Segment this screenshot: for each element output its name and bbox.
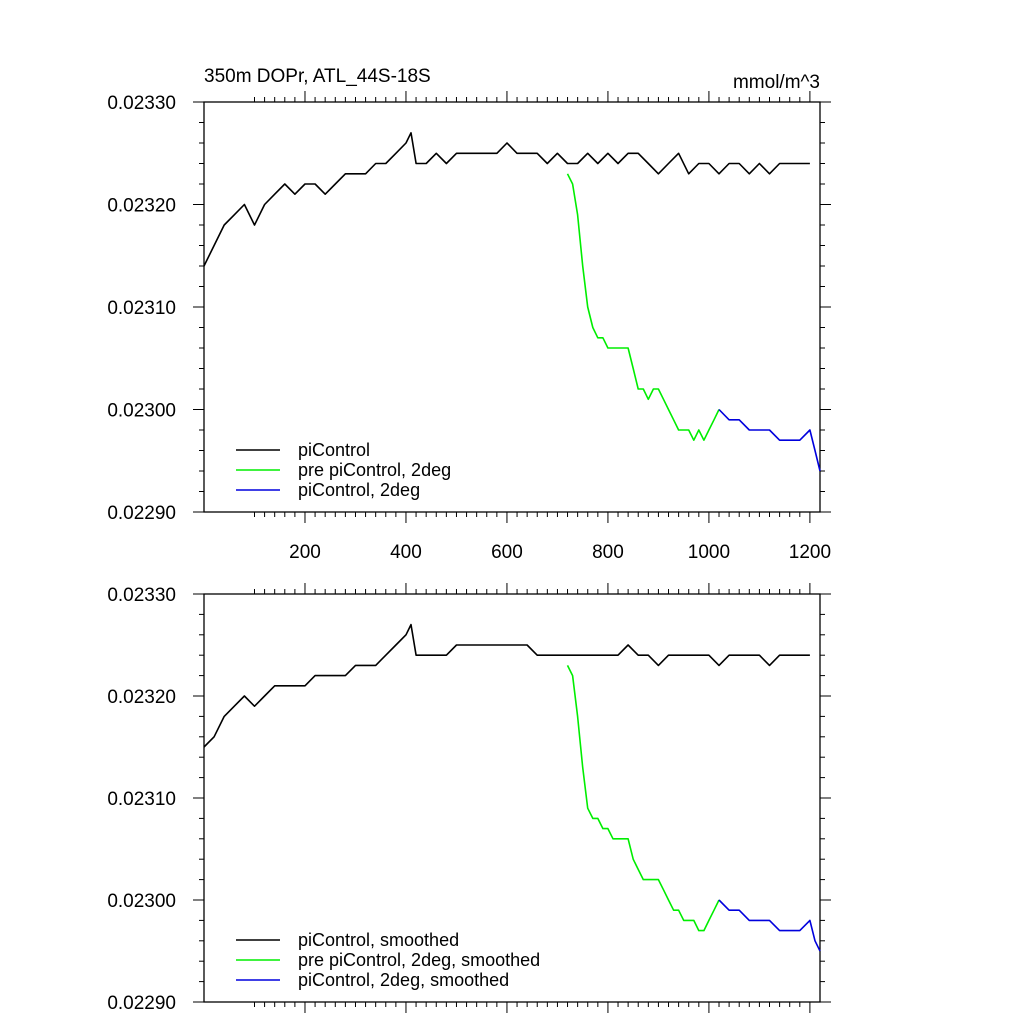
units-label: mmol/m^3 xyxy=(733,72,820,93)
top-x-tick-label: 1000 xyxy=(688,542,730,563)
bottom-y-tick-label: 0.02290 xyxy=(107,993,176,1014)
top-y-tick-label: 0.02300 xyxy=(107,401,176,422)
top-series-line-3 xyxy=(718,408,821,472)
bottom-panel: 0.02290 0.02300 0.02310 0.02320 0.02330 piCon… xyxy=(107,583,831,1014)
top-y-tick-label: 0.02320 xyxy=(107,196,176,217)
top-x-tick-label: 1200 xyxy=(789,542,831,563)
bottom-legend-label-2: pre piControl, 2deg, smoothed xyxy=(298,950,540,970)
bottom-y-tick-label: 0.02330 xyxy=(107,585,176,606)
top-legend-label-1: piControl xyxy=(298,440,370,460)
top-series-line-1 xyxy=(203,132,810,267)
bottom-legend-label-3: piControl, 2deg, smoothed xyxy=(298,970,509,990)
bottom-y-tick-label: 0.02320 xyxy=(107,687,176,708)
bottom-series-line-1 xyxy=(203,623,810,748)
top-y-tick-label: 0.02330 xyxy=(107,93,176,114)
bottom-series-line-3 xyxy=(718,899,821,952)
top-x-tick-label: 400 xyxy=(390,542,422,563)
bottom-plot-frame xyxy=(203,593,821,1003)
top-y-tick-label: 0.02290 xyxy=(107,503,176,524)
plot-title: 350m DOPr, ATL_44S-18S xyxy=(204,66,431,87)
bottom-series-line-2 xyxy=(566,665,720,932)
top-legend-label-3: piControl, 2deg xyxy=(298,480,420,500)
top-x-tick-label: 600 xyxy=(491,542,523,563)
top-x-tick-label: 200 xyxy=(289,542,321,563)
top-series-line-2 xyxy=(566,173,720,442)
bottom-y-tick-label: 0.02300 xyxy=(107,891,176,912)
top-panel: 0.02290 0.02300 0.02310 0.02320 0.02330 200 40… xyxy=(107,91,831,563)
top-x-tick-label: 800 xyxy=(592,542,624,563)
top-plot-frame xyxy=(203,101,821,513)
top-legend-label-2: pre piControl, 2deg xyxy=(298,460,451,480)
top-y-tick-label: 0.02310 xyxy=(107,298,176,319)
bottom-y-tick-label: 0.02310 xyxy=(107,789,176,810)
bottom-legend-label-1: piControl, smoothed xyxy=(298,930,459,950)
